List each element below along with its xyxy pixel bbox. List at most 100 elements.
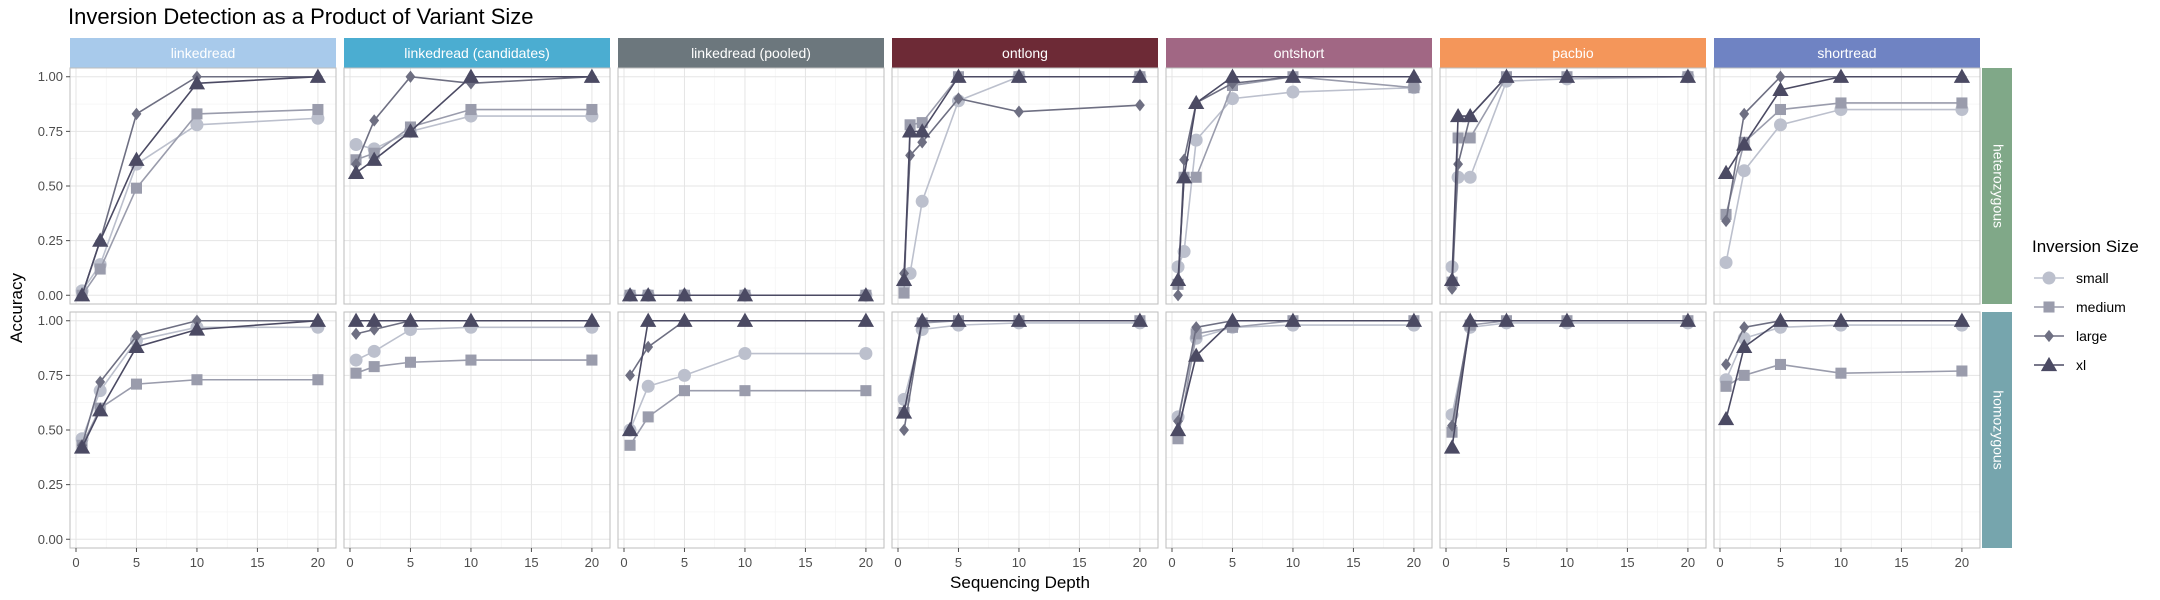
panel-1: [343, 67, 611, 305]
data-point-xl: [1188, 94, 1205, 110]
x-axis-title: Sequencing Depth: [950, 573, 1090, 592]
row-strip-bg: [1982, 312, 2012, 548]
panel-border: [1713, 67, 1981, 305]
data-point-xl: [73, 439, 91, 454]
data-point-xl: [950, 68, 967, 83]
panel-8: 0 5 10 15 20: [343, 311, 611, 570]
data-point-xl: [1131, 68, 1149, 83]
x-tick-label: 5: [407, 555, 414, 570]
data-point-large: [1453, 157, 1464, 171]
series-xl: [621, 287, 875, 302]
series-xl: [347, 68, 601, 179]
panel-border: [343, 311, 611, 549]
x-tick-label: 20: [311, 555, 325, 570]
data-point-xl: [1169, 421, 1187, 437]
data-point-large: [1191, 321, 1202, 334]
data-point-xl: [676, 287, 693, 302]
data-point-large: [351, 157, 361, 171]
legend-item-small: small: [2034, 270, 2109, 286]
data-point-small: [738, 347, 752, 361]
data-point-xl: [1224, 312, 1241, 327]
data-point-medium: [465, 354, 477, 366]
panel-border: [1165, 311, 1433, 549]
panel-border: [1713, 311, 1981, 549]
panel-11: 0 5 10 15 20: [1165, 311, 1433, 570]
data-point-xl: [73, 287, 91, 302]
series-xl: [1717, 312, 1971, 426]
panel-border: [1439, 311, 1707, 549]
x-tick-label: 5: [955, 555, 962, 570]
data-point-xl: [621, 421, 639, 437]
data-point-large: [1173, 289, 1183, 302]
panel-0: 0.00 0.25 0.50 0.75 1.00: [38, 67, 337, 305]
panel-7: 0.00 0.25 0.50 0.75 1.00 0 5 10 15 20: [38, 311, 337, 570]
y-tick-label: 0.50: [38, 423, 63, 438]
y-tick-label: 0.25: [38, 233, 63, 248]
data-point-small: [1719, 255, 1733, 269]
x-tick-label: 0: [72, 555, 79, 570]
data-point-large: [131, 329, 142, 343]
data-point-xl: [914, 123, 931, 138]
data-point-xl: [857, 312, 875, 327]
legend-item-xl: xl: [2034, 356, 2086, 373]
x-tick-label: 15: [524, 555, 538, 570]
series-line-xl: [1451, 75, 1688, 280]
facet-strip-bg: [1714, 38, 1980, 68]
data-point-medium: [1172, 433, 1184, 445]
data-point-xl: [92, 402, 109, 417]
data-point-xl: [621, 287, 639, 302]
legend-label: large: [2076, 328, 2107, 344]
data-point-large: [1179, 153, 1190, 166]
y-tick-label: 1.00: [38, 313, 63, 328]
data-point-xl: [309, 68, 327, 83]
data-point-large: [369, 114, 380, 127]
facet-strip-0: linkedread: [70, 38, 336, 68]
data-point-xl: [736, 287, 754, 302]
panel-12: 0 5 10 15 20: [1439, 311, 1707, 570]
row-strip-label: heterozygous: [1990, 144, 2006, 228]
data-point-xl: [188, 75, 206, 90]
data-point-medium: [624, 439, 636, 451]
panel-border: [343, 67, 611, 305]
data-point-medium: [1452, 132, 1464, 144]
data-point-xl: [1169, 271, 1187, 287]
data-point-large: [405, 70, 416, 83]
data-point-medium: [350, 367, 362, 379]
data-point-large: [625, 369, 635, 382]
data-point-xl: [1736, 338, 1753, 354]
data-point-xl: [1010, 312, 1028, 327]
data-point-xl: [857, 287, 875, 302]
data-point-medium: [586, 354, 598, 366]
data-point-medium: [1190, 328, 1202, 340]
legend: Inversion Size small medium large xl: [2032, 237, 2139, 373]
facet-strip-bg: [344, 38, 610, 68]
x-tick-label: 10: [1012, 555, 1026, 570]
series-xl: [621, 312, 875, 437]
series-medium: [1720, 358, 1968, 392]
data-point-xl: [1443, 439, 1461, 454]
x-tick-label: 5: [1503, 555, 1510, 570]
data-point-small: [1286, 85, 1300, 99]
y-axis-title: Accuracy: [7, 273, 26, 343]
panel-border: [891, 311, 1159, 549]
series-xl: [73, 68, 327, 302]
series-medium: [350, 354, 598, 379]
data-point-medium: [1226, 321, 1239, 333]
x-tick-label: 10: [1286, 555, 1300, 570]
legend-item-medium: medium: [2034, 299, 2126, 315]
data-point-xl: [1449, 107, 1467, 123]
data-point-large: [643, 340, 654, 354]
data-point-xl: [1188, 347, 1205, 362]
y-tick-label: 1.00: [38, 69, 63, 84]
data-point-xl: [366, 312, 383, 327]
data-point-medium: [465, 103, 477, 116]
data-point-xl: [1832, 312, 1850, 327]
x-tick-label: 15: [798, 555, 812, 570]
panel-9: 0 5 10 15 20: [617, 311, 885, 570]
facet-strip-bg: [70, 38, 336, 68]
facet-strip-label: linkedread (candidates): [404, 45, 550, 61]
data-point-xl: [1010, 68, 1028, 83]
x-tick-label: 5: [1777, 555, 1784, 570]
data-point-xl: [128, 338, 145, 354]
data-point-medium: [1956, 365, 1968, 377]
